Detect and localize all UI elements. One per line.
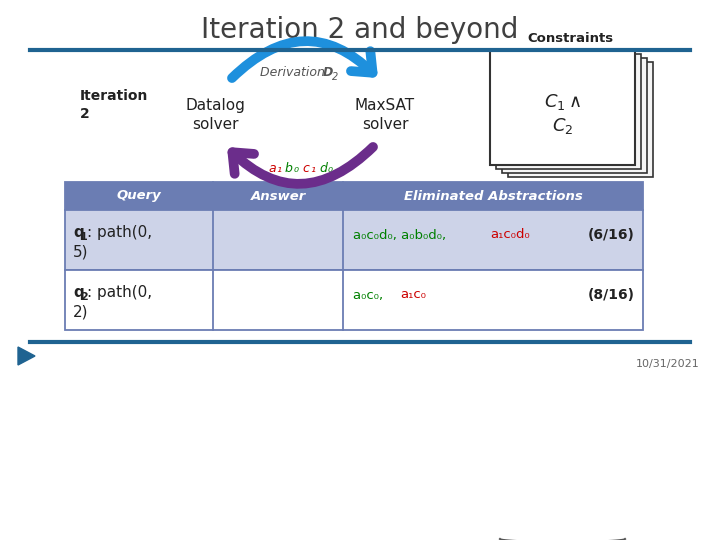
Text: 5): 5) bbox=[73, 245, 89, 260]
Polygon shape bbox=[18, 347, 35, 365]
Text: b: b bbox=[285, 161, 293, 174]
Text: Query: Query bbox=[117, 190, 161, 202]
Text: 10/31/2021: 10/31/2021 bbox=[636, 359, 700, 369]
Text: q: q bbox=[73, 225, 84, 240]
FancyArrowPatch shape bbox=[233, 147, 373, 184]
Text: q: q bbox=[73, 285, 84, 300]
Text: MaxSAT
solver: MaxSAT solver bbox=[355, 98, 415, 132]
Text: : path(0,: : path(0, bbox=[87, 285, 152, 300]
Text: Eliminated Abstractions: Eliminated Abstractions bbox=[404, 190, 582, 202]
Text: c: c bbox=[302, 161, 309, 174]
Bar bbox=[65, 210, 643, 270]
Text: ₁: ₁ bbox=[310, 161, 315, 174]
FancyArrowPatch shape bbox=[232, 41, 372, 78]
Text: (8/16): (8/16) bbox=[588, 288, 635, 302]
Text: Derivation: Derivation bbox=[260, 65, 329, 78]
Text: Iteration
2: Iteration 2 bbox=[80, 89, 148, 120]
Text: 2: 2 bbox=[80, 292, 88, 302]
Bar bbox=[508, 62, 653, 177]
Text: a₀c₀,: a₀c₀, bbox=[353, 288, 387, 301]
Text: a₁c₀: a₁c₀ bbox=[400, 288, 426, 301]
Text: : path(0,: : path(0, bbox=[87, 225, 152, 240]
Text: Datalog
solver: Datalog solver bbox=[185, 98, 245, 132]
Text: $C_1 \wedge$: $C_1 \wedge$ bbox=[544, 92, 581, 112]
Text: Answer: Answer bbox=[251, 190, 305, 202]
Bar bbox=[496, 54, 641, 169]
Text: d: d bbox=[319, 161, 327, 174]
Text: ₀: ₀ bbox=[328, 161, 333, 174]
Text: ₀: ₀ bbox=[294, 161, 299, 174]
Text: 2): 2) bbox=[73, 305, 89, 320]
Text: (6/16): (6/16) bbox=[588, 228, 635, 242]
Bar bbox=[502, 58, 647, 173]
Text: a₀c₀d₀, a₀b₀d₀,: a₀c₀d₀, a₀b₀d₀, bbox=[353, 228, 451, 241]
Text: 2: 2 bbox=[332, 72, 338, 82]
Text: Constraints: Constraints bbox=[528, 31, 613, 44]
Text: D: D bbox=[323, 65, 333, 78]
Text: a: a bbox=[268, 161, 276, 174]
Text: Iteration 2 and beyond: Iteration 2 and beyond bbox=[202, 16, 518, 44]
Bar bbox=[65, 270, 643, 330]
Bar bbox=[65, 182, 643, 210]
Text: a₁c₀d₀: a₁c₀d₀ bbox=[490, 228, 530, 241]
Bar bbox=[490, 50, 635, 165]
Text: 1: 1 bbox=[80, 232, 88, 242]
Text: $C_2$: $C_2$ bbox=[552, 116, 573, 136]
Text: ₁: ₁ bbox=[276, 161, 282, 174]
